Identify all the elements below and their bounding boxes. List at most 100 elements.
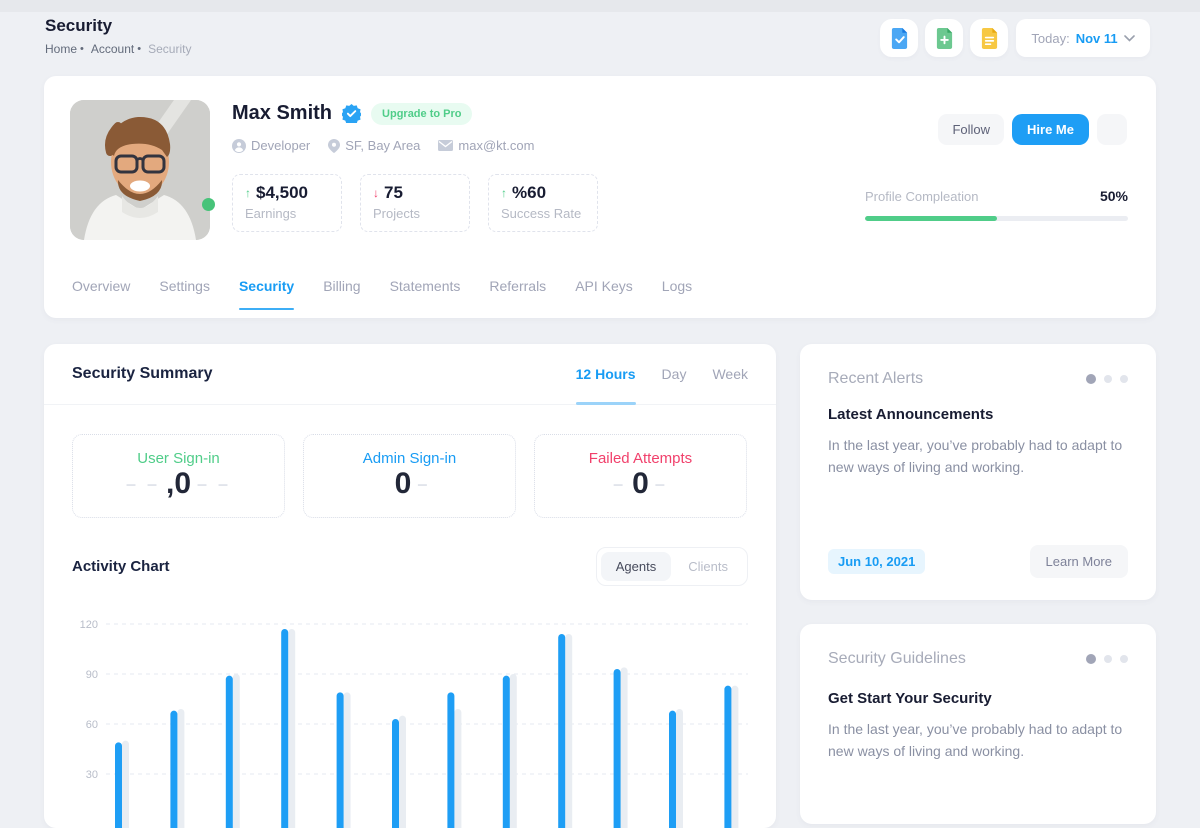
profile-role: Developer bbox=[232, 138, 310, 153]
date-label: Today: bbox=[1031, 30, 1070, 46]
counter-dashes: – bbox=[613, 473, 627, 494]
tab-referrals[interactable]: Referrals bbox=[489, 278, 547, 294]
upgrade-pro-badge[interactable]: Upgrade to Pro bbox=[371, 102, 473, 125]
recent-alerts-card: Recent Alerts Latest Announcements In th… bbox=[800, 344, 1156, 600]
security-guidelines-card: Security Guidelines Get Start Your Secur… bbox=[800, 624, 1156, 824]
profile-location: SF, Bay Area bbox=[328, 138, 420, 153]
svg-text:30: 30 bbox=[86, 769, 98, 781]
trend-up-icon: ↑ bbox=[501, 186, 507, 200]
page-title: Security bbox=[45, 16, 113, 35]
bar-shadow bbox=[232, 674, 240, 828]
bar-chart-svg: 120 90 60 30 bbox=[80, 619, 748, 828]
hire-me-button[interactable]: Hire Me bbox=[1012, 114, 1089, 145]
carousel-dot[interactable] bbox=[1104, 655, 1112, 663]
date-value: Nov 11 bbox=[1075, 30, 1118, 46]
tab-api-keys[interactable]: API Keys bbox=[575, 278, 633, 294]
carousel-dot[interactable] bbox=[1120, 655, 1128, 663]
period-week[interactable]: Week bbox=[712, 366, 748, 382]
alert-date-chip: Jun 10, 2021 bbox=[828, 549, 926, 574]
bar-shadow bbox=[122, 740, 129, 828]
file-check-button[interactable] bbox=[880, 19, 918, 57]
period-tabs: 12 Hours Day Week bbox=[575, 344, 748, 405]
bar bbox=[392, 719, 399, 828]
bar-shadow bbox=[509, 674, 517, 828]
breadcrumb-separator: • bbox=[80, 43, 84, 55]
person-icon bbox=[232, 138, 246, 153]
carousel-dot[interactable] bbox=[1120, 375, 1128, 383]
agents-clients-toggle: Agents Clients bbox=[595, 547, 748, 586]
toggle-agents[interactable]: Agents bbox=[600, 552, 672, 581]
counter-value: 0 bbox=[632, 467, 649, 500]
svg-text:60: 60 bbox=[86, 719, 98, 731]
period-12-hours[interactable]: 12 Hours bbox=[575, 344, 636, 405]
progress-label: Profile Compleation bbox=[865, 188, 979, 204]
profile-email: max@kt.com bbox=[438, 138, 534, 153]
bar bbox=[669, 710, 676, 828]
follow-button[interactable]: Follow bbox=[938, 114, 1005, 145]
tab-settings[interactable]: Settings bbox=[159, 278, 210, 294]
trend-down-icon: ↓ bbox=[373, 186, 379, 200]
bar bbox=[724, 685, 732, 828]
profile-name: Max Smith bbox=[232, 102, 333, 124]
carousel-dot[interactable] bbox=[1104, 375, 1112, 383]
carousel-dot[interactable] bbox=[1086, 654, 1096, 664]
progress-percent: 50% bbox=[1099, 188, 1128, 204]
breadcrumb-home[interactable]: Home bbox=[45, 42, 78, 56]
file-plus-button[interactable] bbox=[925, 19, 963, 57]
top-strip bbox=[0, 0, 1200, 12]
guidelines-heading: Get Start Your Security bbox=[828, 690, 992, 707]
carousel-dots[interactable] bbox=[1086, 374, 1128, 384]
bar bbox=[502, 675, 510, 828]
more-options-button[interactable] bbox=[1097, 114, 1127, 145]
bar bbox=[558, 634, 566, 828]
tab-billing[interactable]: Billing bbox=[323, 278, 361, 294]
counter-failed-attempts: Failed Attempts – 0 – bbox=[534, 434, 747, 518]
verified-badge-icon bbox=[342, 104, 362, 123]
bar-shadow bbox=[620, 667, 628, 828]
counter-dashes: – bbox=[654, 473, 668, 494]
counter-user-signin: User Sign-in – – ,0 – – bbox=[72, 434, 285, 518]
carousel-dots[interactable] bbox=[1086, 654, 1128, 664]
stat-earnings: ↑ $4,500 Earnings bbox=[232, 174, 342, 232]
breadcrumb-security: Security bbox=[148, 42, 192, 56]
tab-logs[interactable]: Logs bbox=[661, 278, 693, 294]
svg-text:120: 120 bbox=[80, 619, 98, 631]
envelope-icon bbox=[438, 140, 454, 151]
counter-value: ,0 bbox=[165, 467, 192, 500]
progress-track bbox=[865, 216, 1128, 221]
carousel-dot[interactable] bbox=[1086, 374, 1096, 384]
summary-title: Security Summary bbox=[72, 365, 213, 382]
file-lines-icon bbox=[981, 27, 997, 49]
learn-more-button[interactable]: Learn More bbox=[1029, 545, 1128, 578]
chevron-down-icon bbox=[1123, 34, 1135, 42]
breadcrumb-account[interactable]: Account bbox=[90, 42, 135, 56]
alerts-heading: Latest Announcements bbox=[828, 406, 994, 423]
file-lines-button[interactable] bbox=[970, 19, 1008, 57]
bar-shadow bbox=[399, 715, 406, 828]
bar-shadow bbox=[343, 692, 351, 828]
online-status-dot bbox=[202, 198, 215, 211]
bar-shadow bbox=[177, 709, 185, 828]
location-pin-icon bbox=[328, 138, 341, 153]
profile-meta: Developer SF, Bay Area max@kt.com bbox=[232, 138, 534, 153]
profile-completion: Profile Compleation 50% bbox=[865, 188, 1128, 221]
alerts-title: Recent Alerts bbox=[828, 370, 924, 387]
tab-overview[interactable]: Overview bbox=[72, 278, 131, 294]
tab-statements[interactable]: Statements bbox=[389, 278, 461, 294]
profile-tabs: Overview Settings Security Billing State… bbox=[72, 278, 692, 310]
date-selector[interactable]: Today: Nov 11 bbox=[1016, 19, 1150, 57]
security-counters: User Sign-in – – ,0 – – Admin Sign-in 0 … bbox=[72, 434, 747, 518]
bar-shadow bbox=[454, 709, 462, 828]
bar bbox=[115, 742, 122, 828]
bar bbox=[170, 710, 178, 828]
avatar-illustration bbox=[70, 100, 210, 240]
toggle-clients[interactable]: Clients bbox=[688, 559, 728, 574]
counter-admin-signin: Admin Sign-in 0 – bbox=[303, 434, 516, 518]
breadcrumb: Home • Account • Security bbox=[45, 42, 191, 56]
tab-security[interactable]: Security bbox=[238, 278, 295, 310]
period-day[interactable]: Day bbox=[661, 366, 687, 382]
counter-dashes: – bbox=[417, 473, 431, 494]
profile-card: Max Smith Upgrade to Pro Developer SF, B… bbox=[44, 76, 1156, 318]
stat-success-rate: ↑ %60 Success Rate bbox=[488, 174, 598, 232]
trend-up-icon: ↑ bbox=[245, 186, 251, 200]
